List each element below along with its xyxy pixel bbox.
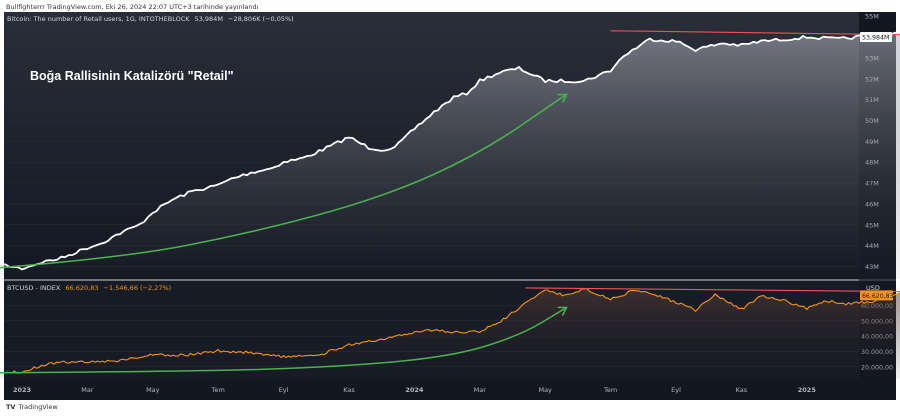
tradingview-logo-icon: TV	[6, 403, 16, 411]
btc-price-line[interactable]	[0, 288, 900, 374]
btc-currency-label: USD	[866, 284, 880, 292]
btc-area-fill	[0, 288, 900, 379]
x-tick-label: Tem	[211, 386, 225, 394]
retail-area-fill	[0, 32, 900, 279]
x-tick-label: 2023	[13, 386, 31, 394]
time-axis[interactable]: 2023 Mar May Tem Eyl Kas 2024 Mar May Tem Eyl Kas 20…	[13, 386, 816, 394]
x-tick-label: Tem	[603, 386, 617, 394]
x-tick-label: Eyl	[279, 386, 289, 394]
x-tick-label: May	[146, 386, 160, 394]
x-tick-label: Mar	[474, 386, 487, 394]
x-tick-label: Kas	[343, 386, 355, 394]
retail-users-line[interactable]	[0, 31, 900, 271]
retail-price-tag	[860, 32, 892, 43]
retail-legend: Bitcoin: The number of Retail users, 1G,…	[7, 15, 294, 23]
retail-legend-change: −28,806K (−0,05%)	[228, 15, 294, 23]
x-tick-label: 2025	[798, 386, 817, 394]
btc-resistance-line[interactable]	[525, 287, 900, 293]
footer-brand[interactable]: TV TradingView	[6, 403, 58, 411]
x-tick-label: Mar	[81, 386, 94, 394]
tradingview-brand-label: TradingView	[18, 403, 58, 411]
time-scale-background[interactable]	[4, 379, 896, 400]
btc-price-tag	[860, 290, 893, 301]
publish-info: Bullfighterrr TradingView.com, Eki 26, 2…	[6, 3, 259, 11]
x-tick-label: 2024	[405, 386, 424, 394]
btc-legend-name: BTCUSD - INDEX	[7, 284, 61, 292]
btc-trend-arrow[interactable]	[0, 309, 565, 374]
retail-legend-name: Bitcoin: The number of Retail users, 1G,…	[7, 15, 190, 23]
btc-legend-change: −1.546,66 (−2,27%)	[104, 284, 172, 292]
btc-legend: BTCUSD - INDEX 66.620,83 −1.546,66 (−2,2…	[7, 284, 171, 292]
retail-users-pane[interactable]: 43M44M45M46M47M48M49M50M51M52M53M54M55M5…	[0, 13, 900, 279]
chart-annotation[interactable]: Boğa Rallisinin Katalizörü "Retail"	[30, 69, 234, 83]
retail-trend-arrow[interactable]	[0, 95, 565, 269]
x-tick-label: Eyl	[671, 386, 681, 394]
btc-price-tag-label: 66.620,83	[862, 293, 894, 300]
btc-legend-value: 66.620,83	[65, 284, 98, 292]
retail-y-tick-label: 55M	[865, 13, 879, 21]
btc-price-pane[interactable]: USD20.000,0030.000,0040.000,0050.000,006…	[0, 284, 900, 379]
retail-price-tag-label: 53,984M	[862, 35, 889, 42]
x-tick-label: May	[538, 386, 552, 394]
x-tick-label: Kas	[736, 386, 748, 394]
retail-legend-value: 53,984M	[195, 15, 223, 23]
